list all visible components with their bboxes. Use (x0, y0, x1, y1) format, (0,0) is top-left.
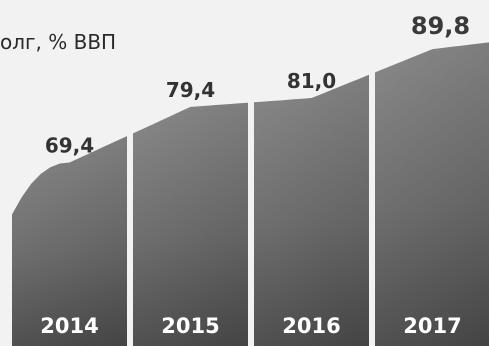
chart-title: олг, % ВВП (0, 30, 116, 54)
bar-sheen-2017 (375, 42, 489, 346)
data-label-2015: 79,4 (166, 78, 215, 102)
data-label-2016: 81,0 (287, 69, 336, 93)
tick-label-2014: 2014 (40, 314, 98, 338)
bar-sheen-2016 (254, 74, 369, 346)
bars-layer (12, 42, 489, 346)
bar-sheen-2014 (12, 136, 127, 346)
data-label-2017: 89,8 (411, 12, 470, 40)
tick-label-2016: 2016 (282, 314, 340, 338)
data-label-2014: 69,4 (45, 134, 94, 158)
tick-label-2017: 2017 (403, 314, 461, 338)
bar-sheen-2015 (133, 102, 248, 346)
labels-layer: 2014 69,4 2015 79,4 2016 81,0 2017 89,8 (40, 12, 470, 338)
tick-label-2015: 2015 (161, 314, 219, 338)
